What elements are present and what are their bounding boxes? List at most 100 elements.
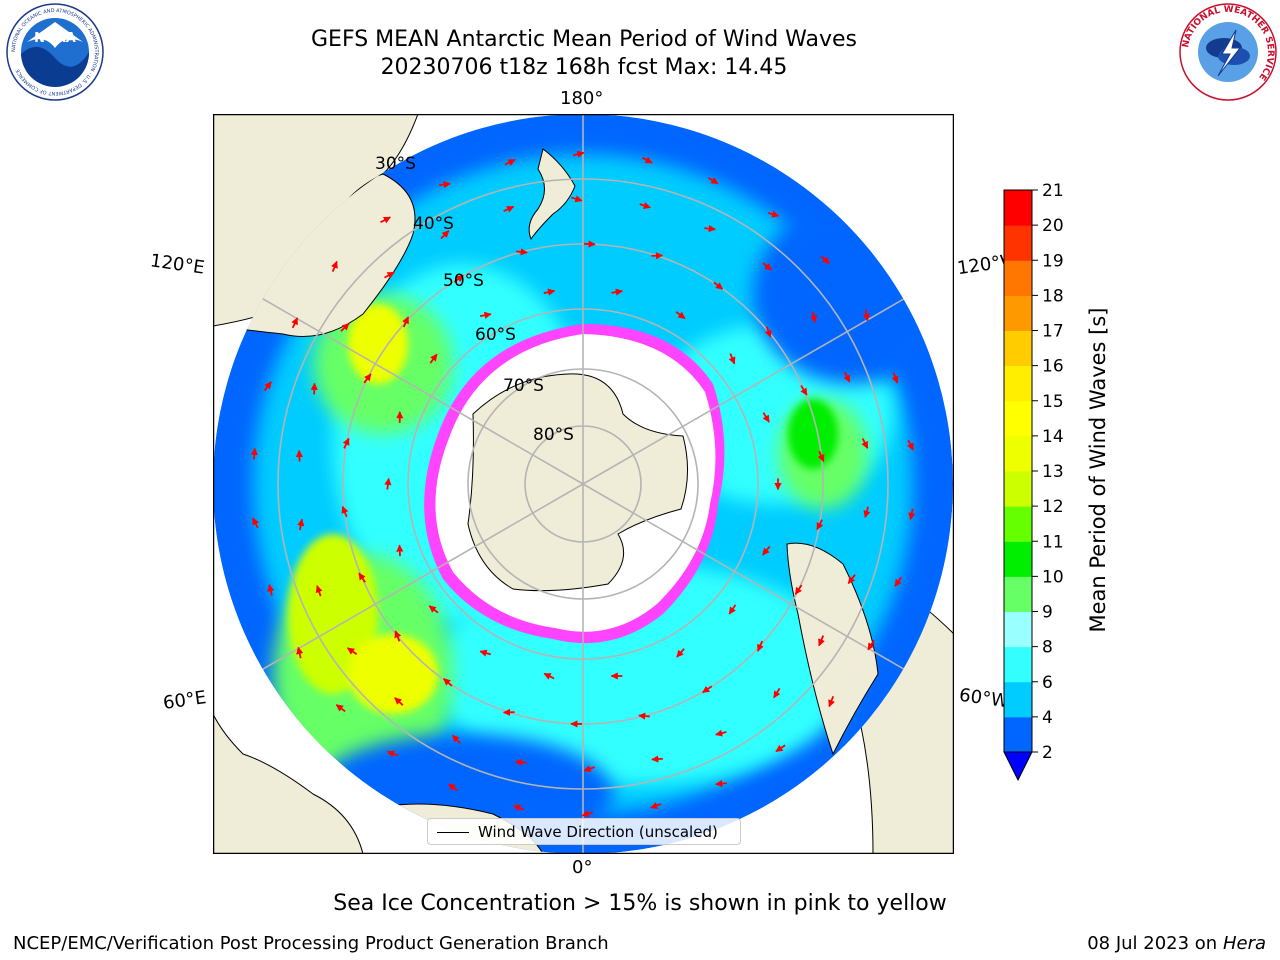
lat-label-80s: 80°S — [533, 425, 574, 445]
wave-direction-arrow — [341, 505, 349, 518]
wave-direction-arrow — [252, 517, 259, 529]
wave-direction-arrow — [479, 649, 492, 657]
wave-direction-arrow — [479, 311, 492, 319]
wave-direction-arrow — [428, 605, 439, 614]
wave-direction-arrow — [818, 635, 825, 647]
wave-direction-arrow — [297, 518, 305, 531]
wave-direction-arrow — [394, 630, 402, 642]
wave-direction-arrow — [715, 729, 727, 737]
colorbar-block — [1004, 506, 1032, 542]
colorbar-tick-label: 12 — [1042, 497, 1064, 517]
wave-direction-arrow — [396, 544, 404, 557]
wave-direction-arrow — [676, 648, 685, 658]
colorbar-tick-label: 18 — [1042, 286, 1064, 306]
wave-direction-arrow — [810, 311, 818, 323]
map-title: GEFS MEAN Antarctic Mean Period of Wind … — [311, 27, 857, 52]
colorbar-tick-label: 2 — [1042, 743, 1053, 763]
wave-direction-arrow — [639, 202, 651, 209]
wave-direction-arrow — [862, 309, 870, 322]
legend-line-swatch — [437, 832, 469, 833]
wave-direction-arrow — [335, 704, 346, 713]
colorbar-tick-label: 9 — [1042, 603, 1053, 623]
wave-direction-arrow — [907, 439, 914, 451]
wave-direction-arrow — [581, 810, 593, 818]
wave-direction-arrow — [843, 371, 851, 383]
wave-direction-arrow — [543, 672, 555, 680]
map-panel[interactable]: 30°S 40°S 50°S 60°S 70°S 80°S — [213, 114, 954, 854]
wave-direction-arrow — [715, 779, 727, 788]
wave-period-field — [213, 114, 953, 854]
wave-direction-arrow — [794, 584, 803, 595]
colorbar-block — [1004, 365, 1032, 402]
colorbar-tick-label: 6 — [1042, 673, 1053, 693]
wave-direction-arrow — [583, 240, 596, 248]
wave-direction-arrow — [447, 783, 458, 792]
wave-direction-arrow — [394, 697, 404, 706]
wave-direction-arrow — [443, 678, 453, 687]
colorbar-outline — [1003, 189, 1033, 753]
colorbar-block — [1004, 541, 1032, 577]
wave-direction-arrow — [861, 437, 869, 449]
lat-label-70s: 70°S — [503, 376, 544, 396]
lon-label-120e: 120°E — [148, 250, 206, 279]
wave-direction-arrow — [767, 210, 780, 218]
latitude-labels: 30°S 40°S 50°S 60°S 70°S 80°S — [375, 154, 574, 445]
lon-label-0: 0° — [572, 857, 593, 878]
lat-label-40s: 40°S — [413, 214, 454, 234]
wave-direction-arrow — [451, 734, 461, 744]
wave-direction-vectors — [250, 150, 916, 818]
graticule — [213, 114, 953, 854]
noaa-logo: NATIONAL OCEANIC AND ATMOSPHERIC ADMINIS… — [6, 3, 104, 101]
wave-direction-arrow — [891, 372, 899, 384]
colorbar-extend-triangle — [1003, 751, 1033, 782]
lat-label-30s: 30°S — [375, 154, 416, 174]
wave-direction-arrow — [440, 230, 450, 240]
producer-credit: NCEP/EMC/Verification Post Processing Pr… — [13, 933, 609, 954]
wave-direction-arrow — [340, 322, 350, 332]
wave-direction-arrow — [773, 687, 781, 699]
wave-direction-arrow — [707, 177, 719, 185]
wave-direction-arrow — [571, 195, 583, 203]
colorbar-tick-label: 13 — [1042, 462, 1064, 482]
lat-label-50s: 50°S — [443, 271, 484, 291]
wave-direction-arrow — [384, 271, 395, 279]
colorbar-tick-label: 8 — [1042, 638, 1053, 658]
wave-direction-arrow — [611, 288, 623, 296]
colorbar-block — [1004, 295, 1032, 331]
sea-ice-caption: Sea Ice Concentration > 15% is shown in … — [333, 891, 947, 916]
wave-direction-arrow — [331, 260, 338, 272]
lon-label-60e: 60°E — [161, 687, 208, 714]
run-date-text: 08 Jul 2023 on — [1087, 933, 1223, 954]
colorbar-tick-label: 10 — [1042, 567, 1064, 587]
wave-direction-arrow — [894, 576, 903, 587]
wave-direction-arrow — [704, 225, 716, 233]
wave-direction-arrow — [728, 353, 736, 365]
colorbar-tick-label: 14 — [1042, 427, 1064, 447]
wave-direction-arrow — [713, 281, 724, 290]
wave-direction-arrow — [800, 385, 808, 396]
wave-direction-arrow — [250, 447, 258, 460]
lon-label-120w: 120°W — [955, 249, 1020, 280]
machine-name: Hera — [1222, 933, 1266, 954]
lon-label-180: 180° — [560, 88, 604, 109]
colorbar-block — [1004, 576, 1032, 612]
colorbar-tick-label: 21 — [1042, 181, 1064, 201]
wave-direction-arrow — [817, 450, 825, 463]
wave-direction-arrow — [363, 373, 372, 384]
wave-direction-arrow — [650, 802, 662, 809]
wave-direction-arrow — [513, 804, 525, 812]
map-subtitle: 20230706 t18z 168h fcst Max: 14.45 — [380, 55, 788, 80]
wave-direction-arrow — [429, 353, 438, 364]
wave-direction-arrow — [346, 647, 358, 655]
lat-label-60s: 60°S — [475, 325, 516, 345]
colorbar-tick-label: 15 — [1042, 392, 1064, 412]
lon-label-60w: 60°W — [957, 684, 1010, 713]
wave-direction-arrow — [342, 437, 350, 449]
wave-direction-arrow — [315, 585, 323, 597]
run-date: 08 Jul 2023 on Hera — [1087, 933, 1266, 954]
wave-direction-arrow — [867, 639, 875, 651]
colorbar-tick-label: 19 — [1042, 251, 1064, 271]
wave-direction-arrow — [543, 288, 556, 296]
colorbar-tick-label: 16 — [1042, 357, 1064, 377]
wave-direction-arrow — [572, 150, 585, 158]
